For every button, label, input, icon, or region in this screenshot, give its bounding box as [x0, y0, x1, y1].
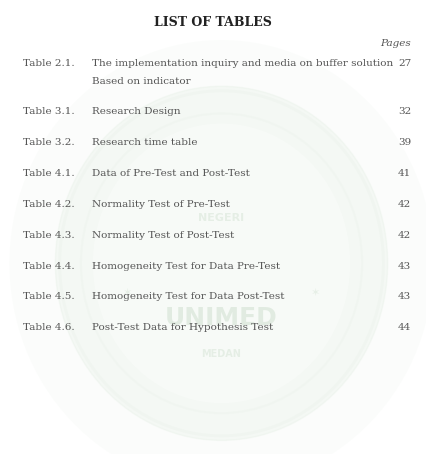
Text: Based on indicator: Based on indicator [92, 77, 190, 86]
Text: 42: 42 [398, 200, 411, 209]
Text: 27: 27 [398, 59, 411, 68]
Text: ✶: ✶ [311, 288, 320, 298]
Text: Normality Test of Post-Test: Normality Test of Post-Test [92, 231, 234, 240]
Text: 42: 42 [398, 231, 411, 240]
Text: 44: 44 [398, 323, 411, 332]
Text: Homogeneity Test for Data Pre-Test: Homogeneity Test for Data Pre-Test [92, 262, 280, 271]
Text: Homogeneity Test for Data Post-Test: Homogeneity Test for Data Post-Test [92, 292, 284, 301]
Text: Pages: Pages [380, 39, 411, 48]
Text: UNIMED: UNIMED [165, 306, 278, 330]
Text: Post-Test Data for Hypothesis Test: Post-Test Data for Hypothesis Test [92, 323, 273, 332]
Text: Research Design: Research Design [92, 107, 180, 116]
Text: 43: 43 [398, 262, 411, 271]
Text: 43: 43 [398, 292, 411, 301]
Text: The implementation inquiry and media on buffer solution: The implementation inquiry and media on … [92, 59, 393, 68]
Text: Table 4.3.: Table 4.3. [23, 231, 75, 240]
Text: Table 4.6.: Table 4.6. [23, 323, 75, 332]
Text: LIST OF TABLES: LIST OF TABLES [154, 16, 272, 29]
Text: Table 2.1.: Table 2.1. [23, 59, 75, 68]
Text: 39: 39 [398, 138, 411, 147]
Text: Data of Pre-Test and Post-Test: Data of Pre-Test and Post-Test [92, 169, 250, 178]
Text: Table 3.1.: Table 3.1. [23, 107, 75, 116]
Text: Normality Test of Pre-Test: Normality Test of Pre-Test [92, 200, 230, 209]
Text: Table 4.5.: Table 4.5. [23, 292, 75, 301]
Text: Table 4.1.: Table 4.1. [23, 169, 75, 178]
Text: Table 4.4.: Table 4.4. [23, 262, 75, 271]
Text: Table 3.2.: Table 3.2. [23, 138, 75, 147]
Text: 41: 41 [398, 169, 411, 178]
Circle shape [55, 86, 388, 440]
Text: Research time table: Research time table [92, 138, 197, 147]
Text: 32: 32 [398, 107, 411, 116]
Text: Table 4.2.: Table 4.2. [23, 200, 75, 209]
Text: MEDAN: MEDAN [201, 349, 242, 359]
Text: ✶: ✶ [123, 288, 132, 298]
Text: NEGERI: NEGERI [199, 213, 245, 223]
